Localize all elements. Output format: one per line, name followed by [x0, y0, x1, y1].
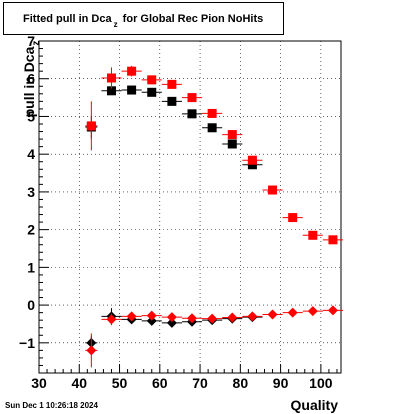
- x-axis-label: Quality: [290, 397, 338, 413]
- data-point-square: [308, 230, 318, 240]
- y-axis-label: pull in Dcaz: [21, 19, 42, 139]
- data-point-square: [227, 139, 237, 149]
- chart-title-box: Fitted pull in Dca z for Global Rec Pion …: [3, 2, 284, 35]
- y-tick-label: 4: [27, 146, 35, 162]
- chart-title-main: Fitted pull in Dca: [23, 13, 112, 25]
- y-axis-label-subscript: z: [31, 40, 42, 46]
- data-point-square: [147, 75, 157, 85]
- data-point-square: [106, 86, 116, 96]
- data-point-square: [187, 109, 197, 119]
- data-point-diamond: [166, 317, 177, 328]
- data-point-diamond: [267, 309, 278, 320]
- y-tick-label: 1: [27, 259, 35, 275]
- data-point-square: [106, 73, 116, 83]
- chart-title: Fitted pull in Dca z for Global Rec Pion …: [23, 13, 264, 29]
- x-tick-label: 90: [273, 375, 289, 391]
- data-point-square: [187, 93, 197, 103]
- data-point-diamond: [86, 345, 97, 356]
- data-point-square: [268, 185, 278, 195]
- y-tick-label: 3: [27, 184, 35, 200]
- data-point-diamond: [227, 312, 238, 323]
- data-point-diamond: [126, 311, 137, 322]
- data-point-square: [147, 87, 157, 97]
- data-point-diamond: [287, 307, 298, 318]
- data-point-square: [86, 121, 96, 131]
- data-point-diamond: [146, 310, 157, 321]
- data-point-square: [127, 66, 137, 76]
- x-tick-label: 30: [31, 375, 47, 391]
- x-tick-label: 80: [233, 375, 249, 391]
- data-point-diamond: [166, 312, 177, 323]
- data-point-diamond: [106, 314, 117, 325]
- data-point-square: [247, 160, 257, 170]
- chart-title-subscript: z: [113, 20, 118, 29]
- y-tick-label: 7: [27, 33, 35, 49]
- data-point-square: [167, 96, 177, 106]
- y-tick-label: 2: [27, 222, 35, 238]
- y-tick-label: −1: [19, 335, 35, 351]
- timestamp: Sun Dec 1 10:26:18 2024: [5, 401, 98, 410]
- data-point-square: [227, 130, 237, 140]
- data-point-diamond: [146, 315, 157, 326]
- data-point-square: [288, 213, 298, 223]
- data-point-diamond: [207, 313, 218, 324]
- data-point-diamond: [187, 313, 198, 324]
- data-point-diamond: [247, 311, 258, 322]
- x-tick-label: 100: [309, 375, 333, 391]
- data-point-square: [247, 155, 257, 165]
- x-tick-label: 50: [112, 375, 128, 391]
- x-tick-label: 40: [71, 375, 87, 391]
- data-point-square: [167, 79, 177, 89]
- data-point-diamond: [327, 305, 338, 316]
- x-tick-label: 70: [192, 375, 208, 391]
- data-point-diamond: [307, 306, 318, 317]
- y-tick-label: 6: [27, 71, 35, 87]
- y-axis-label-main: pull in Dca: [21, 46, 37, 118]
- data-point-square: [207, 108, 217, 118]
- y-tick-label: 0: [27, 297, 35, 313]
- chart-title-rest: for Global Rec Pion NoHits: [119, 13, 264, 25]
- data-point-square: [207, 123, 217, 133]
- data-point-square: [127, 85, 137, 95]
- x-tick-label: 60: [152, 375, 168, 391]
- y-tick-label: 5: [27, 108, 35, 124]
- data-point-square: [328, 235, 338, 245]
